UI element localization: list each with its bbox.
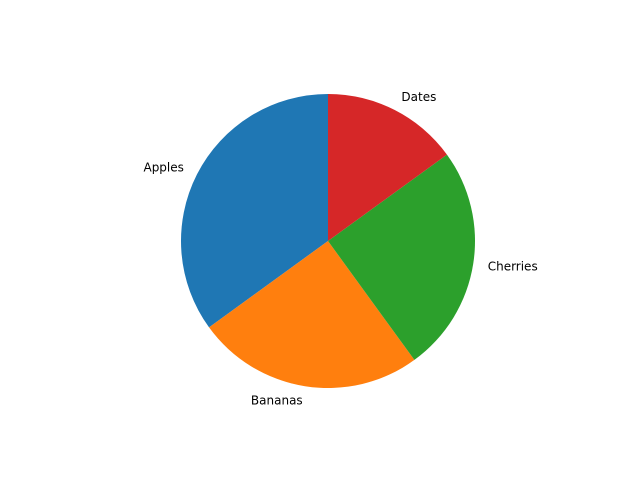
pie-slice-cherries — [328, 154, 476, 360]
slice-label-apples: Apples — [143, 161, 183, 175]
pie-slice-bananas — [209, 241, 415, 389]
pie-slice-apples — [180, 94, 328, 328]
slice-label-cherries: Cherries — [488, 259, 538, 273]
slice-label-bananas: Bananas — [251, 394, 303, 408]
slice-label-dates: Dates — [401, 90, 436, 104]
pie-slice-dates — [328, 94, 447, 241]
